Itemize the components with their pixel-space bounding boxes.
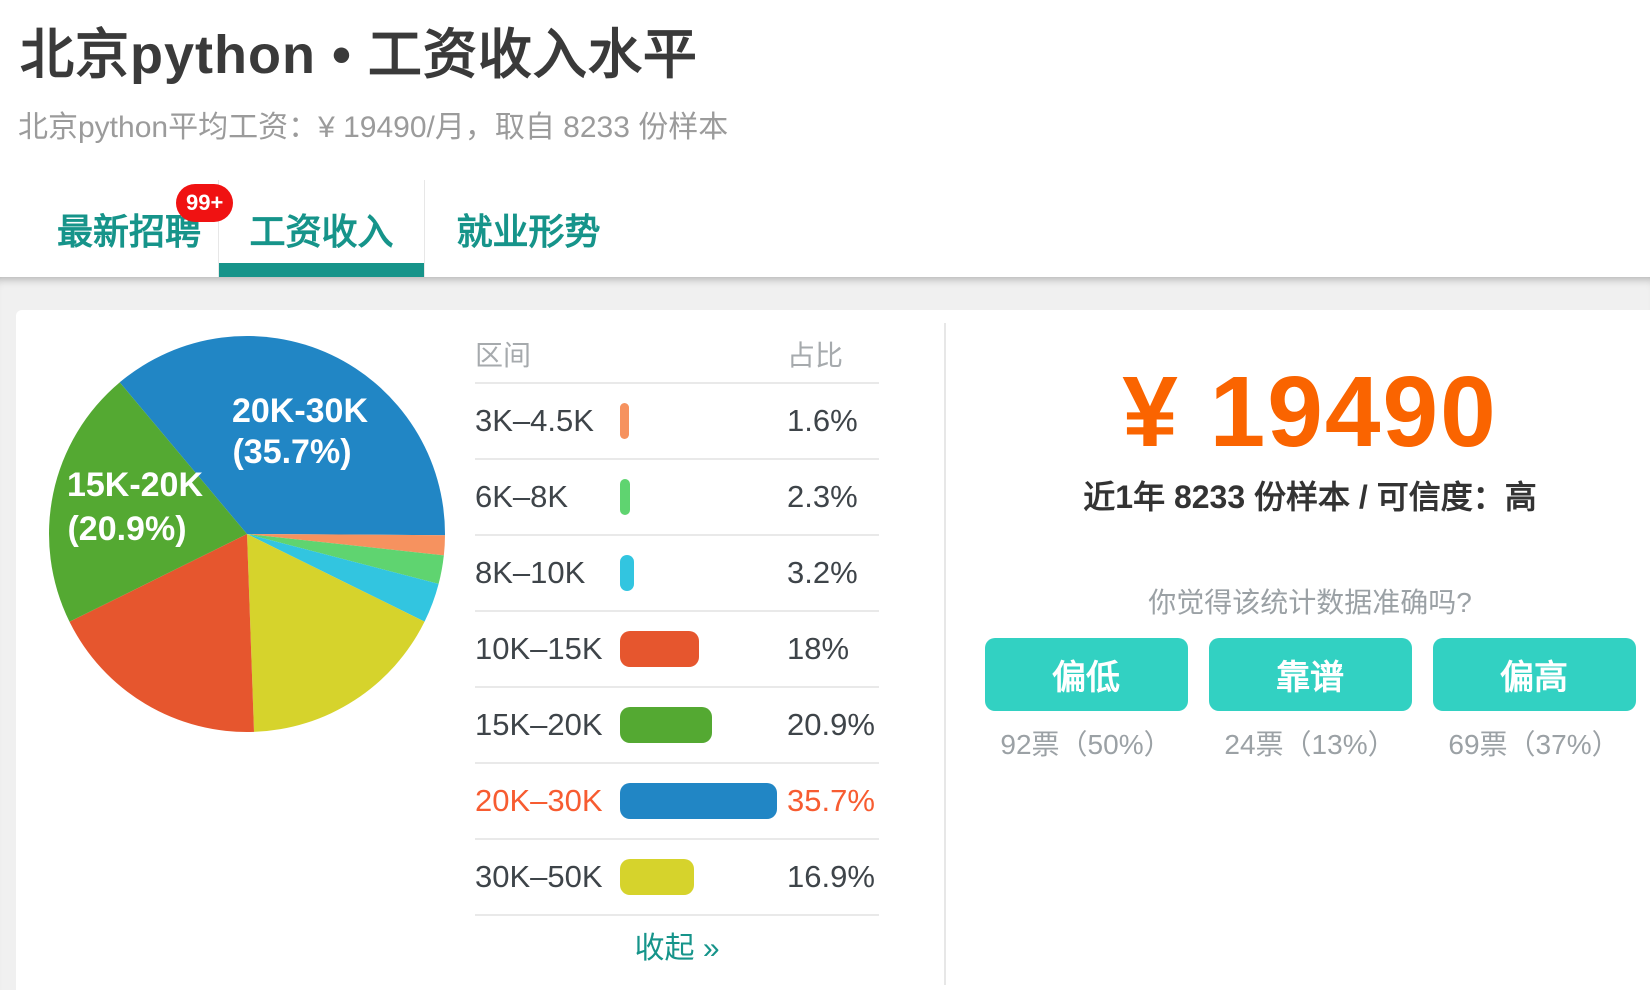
pie-slice-20K–30K[interactable]	[119, 335, 446, 536]
vote-button-2[interactable]: 靠谱	[1208, 638, 1412, 711]
pie-slice-6K–8K[interactable]	[247, 534, 444, 584]
collapse-link[interactable]: 收起 »	[634, 932, 720, 965]
pie-slice-label: (20.9%)	[67, 510, 186, 548]
table-row: 8K–10K 3.2%	[475, 536, 879, 612]
pie-slice-label: (35.7%)	[232, 433, 351, 471]
vote-result-1: 92票（50%）	[1000, 729, 1172, 760]
row-share-value: 1.6%	[787, 403, 858, 438]
accuracy-question: 你觉得该统计数据准确吗?	[1148, 587, 1472, 618]
average-salary-value: ¥ 19490	[1122, 356, 1498, 468]
row-share-value: 20.9%	[787, 707, 875, 742]
vote-button-1[interactable]: 偏低	[984, 638, 1188, 711]
vote-buttons-row: 偏低 靠谱 偏高	[970, 638, 1650, 711]
row-share-value: 18%	[787, 631, 850, 666]
row-share-value: 16.9%	[787, 859, 875, 894]
row-share-bar	[620, 783, 777, 819]
content-area: 20K-30K (35.7%) 15K-20K (20.9%) 区间 占比 3K–4.…	[0, 277, 1650, 990]
row-range-label: 8K–10K	[475, 555, 586, 590]
row-share-value: 3.2%	[787, 555, 858, 590]
row-share-bar	[620, 479, 630, 515]
row-bar-cell	[620, 707, 787, 743]
vote-result-3: 69票（37%）	[1448, 729, 1620, 760]
pie-slice-3K–4.5K[interactable]	[247, 534, 445, 556]
active-tab-underline	[219, 263, 424, 277]
tab-label: 工资收入	[249, 210, 394, 252]
column-header-range: 区间	[475, 340, 532, 371]
salary-pie-chart[interactable]: 20K-30K (35.7%) 15K-20K (20.9%)	[47, 334, 447, 734]
row-bar-cell	[620, 555, 787, 591]
row-bar-cell	[620, 479, 787, 515]
row-share-value: 35.7%	[787, 783, 875, 818]
table-row: 3K–4.5K 1.6%	[475, 384, 879, 460]
page-title: 北京python • 工资收入水平	[20, 25, 698, 85]
row-range-label: 6K–8K	[475, 479, 569, 514]
row-share-bar	[620, 707, 712, 743]
row-share-bar	[620, 555, 634, 591]
row-share-bar	[620, 859, 694, 895]
tab-bar: 最新招聘 99+ 工资收入 就业形势	[0, 180, 1650, 277]
column-header-share: 占比	[787, 340, 844, 371]
vote-result-2: 24票（13%）	[1224, 729, 1396, 760]
table-row: 15K–20K 20.9%	[475, 688, 879, 764]
row-range-label: 3K–4.5K	[475, 403, 594, 438]
pie-slice-30K–50K[interactable]	[247, 534, 425, 732]
table-row: 20K–30K 35.7%	[475, 764, 879, 840]
row-share-bar	[620, 403, 629, 439]
pie-slice-8K–10K[interactable]	[247, 534, 439, 622]
row-share-bar	[620, 631, 699, 667]
pie-slice-label: 15K-20K	[67, 466, 204, 504]
page-subtitle: 北京python平均工资：¥ 19490/月，取自 8233 份样本	[18, 111, 729, 144]
pie-slice-label: 20K-30K	[232, 392, 369, 430]
vote-results-row: 92票（50%） 24票（13%） 69票（37%）	[970, 723, 1650, 763]
pie-slice-15K–20K[interactable]	[49, 382, 247, 622]
row-bar-cell	[620, 403, 787, 439]
tab-label: 就业形势	[456, 210, 601, 252]
pie-slice-10K–15K[interactable]	[69, 534, 255, 733]
row-range-label: 15K–20K	[475, 707, 603, 742]
vote-button-3[interactable]: 偏高	[1432, 638, 1636, 711]
stats-panel: ¥ 19490 近1年 8233 份样本 / 可信度：高 你觉得该统计数据准确吗…	[970, 330, 1650, 970]
tab-1[interactable]: 最新招聘	[40, 180, 218, 277]
table-row: 30K–50K 16.9%	[475, 840, 879, 916]
salary-table-body: 3K–4.5K 1.6% 6K–8K 2.3% 8K–10K 3.2% 10K–15K 18%…	[475, 384, 879, 916]
row-range-label: 30K–50K	[475, 859, 603, 894]
sample-meta-text: 近1年 8233 份样本 / 可信度：高	[1083, 479, 1537, 515]
salary-distribution-table: 区间 占比 3K–4.5K 1.6% 6K–8K 2.3% 8K–10K 3.2% 10K–…	[475, 326, 879, 974]
tab-3[interactable]: 就业形势	[425, 180, 632, 277]
row-share-value: 2.3%	[787, 479, 858, 514]
row-range-label: 20K–30K	[475, 783, 603, 818]
row-range-label: 10K–15K	[475, 631, 603, 666]
collapse-row: 收起 »	[475, 916, 879, 974]
new-jobs-count-badge: 99+	[176, 184, 234, 222]
tab-2[interactable]: 工资收入	[218, 180, 425, 277]
row-bar-cell	[620, 783, 787, 819]
row-bar-cell	[620, 631, 787, 667]
vertical-divider	[944, 323, 946, 985]
table-header-row: 区间 占比	[475, 326, 879, 384]
salary-card: 20K-30K (35.7%) 15K-20K (20.9%) 区间 占比 3K–4.…	[16, 310, 1650, 990]
table-row: 6K–8K 2.3%	[475, 460, 879, 536]
pie-svg: 20K-30K(35.7%) 15K-20K (20.9%)	[49, 335, 446, 733]
tab-label: 最新招聘	[56, 210, 201, 252]
row-bar-cell	[620, 859, 787, 895]
table-row: 10K–15K 18%	[475, 612, 879, 688]
